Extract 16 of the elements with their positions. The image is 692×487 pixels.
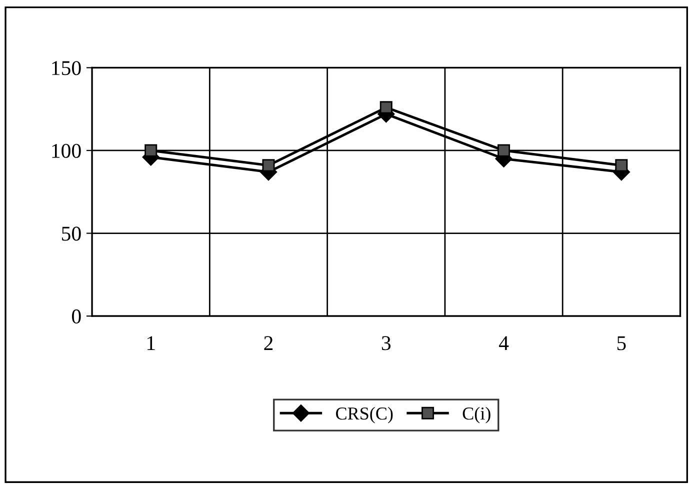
point <box>380 101 392 114</box>
point <box>615 159 628 172</box>
y-tick-label: 150 <box>52 61 81 76</box>
y-tick-label: 50 <box>62 226 81 241</box>
point <box>262 159 275 172</box>
point <box>144 144 158 157</box>
x-tick-label: 4 <box>498 336 509 350</box>
y-tick-label: 0 <box>72 309 81 324</box>
point <box>498 144 510 157</box>
x-tick-label: 3 <box>382 336 391 350</box>
x-tick-label: 1 <box>147 336 155 350</box>
legend-label: C(i) <box>462 406 490 424</box>
legend-label: CRS(C) <box>336 406 393 424</box>
y-tick-label: 100 <box>52 144 81 158</box>
x-tick-label: 2 <box>264 336 273 350</box>
x-tick-label: 5 <box>617 336 626 350</box>
